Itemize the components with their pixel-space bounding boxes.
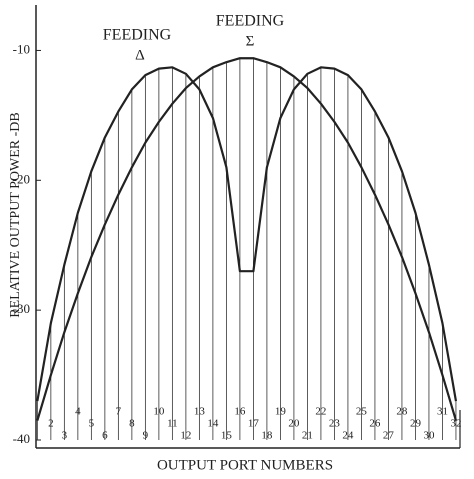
x-tick-label: 5 xyxy=(89,418,95,430)
x-tick-label: 23 xyxy=(329,418,341,430)
x-tick-label: 24 xyxy=(342,430,354,442)
series-line xyxy=(36,66,458,402)
x-tick-label: 7 xyxy=(116,406,122,418)
x-tick-label: 19 xyxy=(275,406,287,418)
x-tick-label: 22 xyxy=(315,406,326,418)
x-tick-label: 29 xyxy=(410,418,422,430)
y-tick-label: -20 xyxy=(13,171,30,186)
x-tick-label: 28 xyxy=(396,406,408,418)
annotation: FEEDING xyxy=(103,27,172,44)
series-line xyxy=(36,57,458,421)
x-tick-label: 31 xyxy=(437,406,448,418)
annotation: FEEDING xyxy=(216,13,285,30)
x-tick-label: 9 xyxy=(143,430,149,442)
x-tick-label: 21 xyxy=(302,430,313,442)
y-tick-label: -30 xyxy=(13,301,30,316)
y-tick-label: -40 xyxy=(13,431,30,446)
x-tick-label: 13 xyxy=(194,406,206,418)
x-tick-label: 8 xyxy=(129,418,135,430)
x-tick-label: 14 xyxy=(207,418,219,430)
x-tick-label: 17 xyxy=(248,418,260,430)
x-tick-label: 20 xyxy=(288,418,300,430)
annotation: Δ xyxy=(135,47,145,63)
x-axis-label: OUTPUT PORT NUMBERS xyxy=(157,457,333,473)
x-tick-label: 12 xyxy=(180,430,191,442)
x-tick-label: 25 xyxy=(356,406,368,418)
x-tick-label: 26 xyxy=(369,418,381,430)
x-tick-label: 18 xyxy=(261,430,273,442)
x-tick-label: 10 xyxy=(153,406,165,418)
x-tick-label: 27 xyxy=(383,430,395,442)
x-tick-label: 2 xyxy=(48,418,54,430)
x-tick-label: 4 xyxy=(75,406,81,418)
x-tick-label: 15 xyxy=(221,430,233,442)
y-axis-label: RELATIVE OUTPUT POWER -DB xyxy=(8,112,23,317)
annotation: Σ xyxy=(246,33,255,49)
x-tick-label: 6 xyxy=(102,430,108,442)
x-tick-label: 32 xyxy=(450,418,461,430)
y-tick-label: -10 xyxy=(13,41,30,56)
x-tick-label: 11 xyxy=(167,418,178,430)
x-tick-label: 16 xyxy=(234,406,246,418)
x-tick-label: 3 xyxy=(62,430,68,442)
x-tick-label: 30 xyxy=(423,430,435,442)
